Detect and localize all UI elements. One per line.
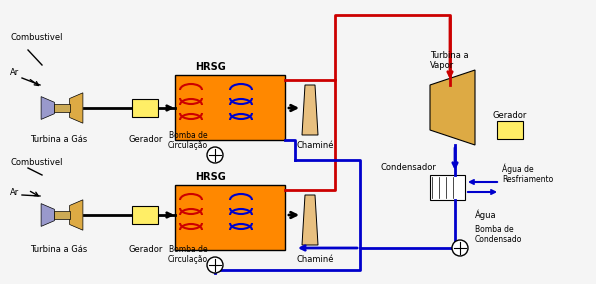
Bar	[132, 206, 157, 224]
Circle shape	[207, 147, 223, 163]
Bar	[430, 175, 465, 200]
Text: HRSG: HRSG	[195, 172, 226, 182]
Polygon shape	[302, 85, 318, 135]
Text: Chaminé: Chaminé	[296, 255, 334, 264]
Bar	[54, 104, 70, 112]
Text: Turbina a Gás: Turbina a Gás	[30, 135, 87, 144]
Text: Chaminé: Chaminé	[296, 141, 334, 150]
Text: Gerador: Gerador	[492, 111, 526, 120]
Text: Condensador: Condensador	[380, 163, 436, 172]
Polygon shape	[41, 97, 54, 119]
Circle shape	[452, 240, 468, 256]
Text: Ar: Ar	[10, 68, 19, 77]
Text: Bomba de
Condensado: Bomba de Condensado	[475, 225, 522, 244]
Bar	[175, 75, 285, 140]
Text: Combustivel: Combustivel	[10, 33, 63, 42]
Text: HRSG: HRSG	[195, 62, 226, 72]
Text: Bomba de
Circulação: Bomba de Circulação	[168, 245, 208, 264]
Bar	[498, 121, 523, 139]
Text: Gerador: Gerador	[128, 245, 162, 254]
Text: Gerador: Gerador	[128, 135, 162, 144]
Bar	[132, 99, 157, 117]
Bar	[54, 211, 70, 219]
Polygon shape	[302, 195, 318, 245]
Polygon shape	[430, 70, 475, 145]
Text: Bomba de
Circulação: Bomba de Circulação	[168, 131, 208, 150]
Bar	[175, 185, 285, 250]
Polygon shape	[70, 93, 83, 123]
Text: Água: Água	[475, 210, 496, 220]
Text: Combustivel: Combustivel	[10, 158, 63, 167]
Text: Turbina a Gás: Turbina a Gás	[30, 245, 87, 254]
Circle shape	[207, 257, 223, 273]
Text: Água de
Resfriamento: Água de Resfriamento	[502, 163, 553, 184]
Text: Turbina a
Vapor: Turbina a Vapor	[430, 51, 468, 70]
Polygon shape	[70, 200, 83, 230]
Polygon shape	[41, 204, 54, 226]
Text: Ar: Ar	[10, 188, 19, 197]
